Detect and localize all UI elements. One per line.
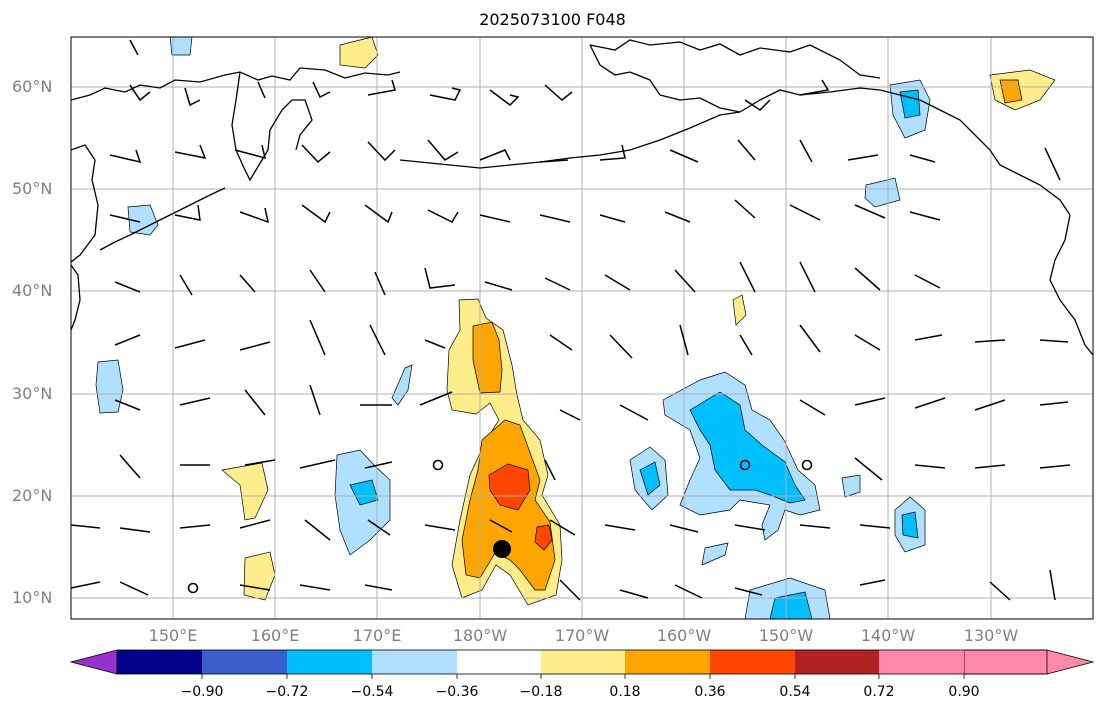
colorbar-segment xyxy=(541,650,625,674)
positive-anomaly-160e xyxy=(221,462,269,521)
lat-label-30: 30°N xyxy=(12,384,53,403)
colorbar-outline xyxy=(116,649,1048,675)
lon-label-170w: 170°W xyxy=(554,626,610,645)
coastline-japan xyxy=(71,264,81,331)
lat-label-40: 40°N xyxy=(12,281,53,300)
colorbar-tick-label: 0.72 xyxy=(863,684,895,700)
graticule xyxy=(71,37,1093,619)
map-title: 2025073100 F048 xyxy=(479,10,626,29)
colorbar-tick-label: −0.18 xyxy=(519,684,563,700)
coastline-okhotsk xyxy=(71,144,99,263)
barb-row-15n xyxy=(71,519,891,541)
map-content xyxy=(71,37,1093,619)
negative-anomaly-hawaii-sw xyxy=(701,542,729,566)
lon-label-140w: 140°W xyxy=(860,626,916,645)
calm-markers xyxy=(187,459,813,594)
storm-center-marker xyxy=(493,540,511,558)
coastline-siberia xyxy=(71,67,401,101)
lon-label-150e: 150°E xyxy=(148,626,198,645)
barb-row-55n xyxy=(109,139,1061,181)
negative-anomaly-140w-core xyxy=(901,511,919,539)
lon-label-150w: 150°W xyxy=(758,626,814,645)
lon-label-130w: 130°W xyxy=(963,626,1019,645)
barb-row-20n xyxy=(119,454,1071,481)
barb-row-40n xyxy=(114,261,941,296)
coastline-bc-us xyxy=(1049,214,1093,356)
colorbar-segment xyxy=(372,650,457,674)
colorbar-extend-low xyxy=(69,649,118,675)
colorbar xyxy=(69,649,1095,679)
coastline-kamchatka xyxy=(231,71,313,182)
lon-label-170e: 170°E xyxy=(352,626,402,645)
lat-label-60: 60°N xyxy=(12,77,53,96)
colorbar-tick-label: 0.36 xyxy=(694,684,726,700)
negative-anomaly-bering xyxy=(169,37,193,56)
barb-row-48n xyxy=(109,199,941,224)
lon-label-160e: 160°E xyxy=(250,626,300,645)
colorbar-tick-label: −0.72 xyxy=(265,684,309,700)
anomaly-0-54-core xyxy=(488,463,531,511)
colorbar-tick-label: −0.54 xyxy=(350,684,394,700)
colorbar-ticks xyxy=(201,674,965,679)
calm-marker xyxy=(187,582,199,594)
colorbar-tick-label: 0.90 xyxy=(948,684,980,700)
barb-row-60n xyxy=(129,39,830,111)
barb-row-27n xyxy=(114,384,1069,421)
negative-anomaly-dateline-north xyxy=(391,364,413,406)
coastline-alaska-west xyxy=(589,44,901,113)
positive-anomaly-canada-core xyxy=(999,79,1023,104)
colorbar-segment xyxy=(457,650,541,674)
negative-anomaly-kuril xyxy=(127,204,159,236)
lat-label-10: 10°N xyxy=(12,588,53,607)
calm-marker xyxy=(739,459,751,471)
lat-label-50: 50°N xyxy=(12,179,53,198)
colorbar-segment xyxy=(710,650,795,674)
coastline-gulf-alaska xyxy=(899,94,1071,216)
lon-label-160w: 160°W xyxy=(656,626,712,645)
negative-anomaly-150w-small xyxy=(841,474,861,498)
lat-label-20: 20°N xyxy=(12,486,53,505)
colorbar-tick-label: 0.54 xyxy=(779,684,811,700)
colorbar-segment xyxy=(202,650,287,674)
coastline-aleutians xyxy=(399,111,741,169)
colorbar-segment xyxy=(795,650,879,674)
barb-row-10n xyxy=(71,569,1056,601)
negative-anomaly-170e-core xyxy=(349,479,379,506)
positive-anomaly-155w xyxy=(732,294,747,326)
positive-anomaly-160e-south xyxy=(243,551,276,601)
colorbar-segment xyxy=(879,650,964,674)
colorbar-segment xyxy=(287,650,372,674)
colorbar-segment xyxy=(625,650,710,674)
negative-anomaly-145w xyxy=(864,177,901,208)
colorbar-tick-label: −0.36 xyxy=(435,684,479,700)
calm-marker xyxy=(801,459,813,471)
negative-anomaly-160w-core xyxy=(639,461,661,496)
negative-anomaly-central-core xyxy=(689,391,806,504)
positive-anomaly-bering-north xyxy=(339,37,379,69)
positive-anomaly-canada xyxy=(989,69,1056,111)
map-frame xyxy=(70,36,1094,620)
anomaly-shading xyxy=(95,37,1056,619)
negative-anomaly-south-core xyxy=(769,591,813,619)
colorbar-segment xyxy=(117,650,202,674)
calm-marker xyxy=(432,459,444,471)
barb-row-33n xyxy=(114,319,1069,359)
colorbar-tick-label: 0.18 xyxy=(609,684,641,700)
colorbar-extend-high xyxy=(963,649,1095,675)
coastline-kuriles xyxy=(99,187,226,251)
coastline-alaska-north xyxy=(589,39,881,79)
colorbar-tick-label: −0.90 xyxy=(180,684,224,700)
coastlines xyxy=(71,39,1093,356)
lon-label-180w: 180°W xyxy=(452,626,508,645)
negative-anomaly-gulf-alaska-core xyxy=(899,89,921,119)
negative-anomaly-westpac xyxy=(95,359,124,414)
anomaly-0-54-east xyxy=(534,524,553,551)
wind-barbs xyxy=(71,39,1071,601)
